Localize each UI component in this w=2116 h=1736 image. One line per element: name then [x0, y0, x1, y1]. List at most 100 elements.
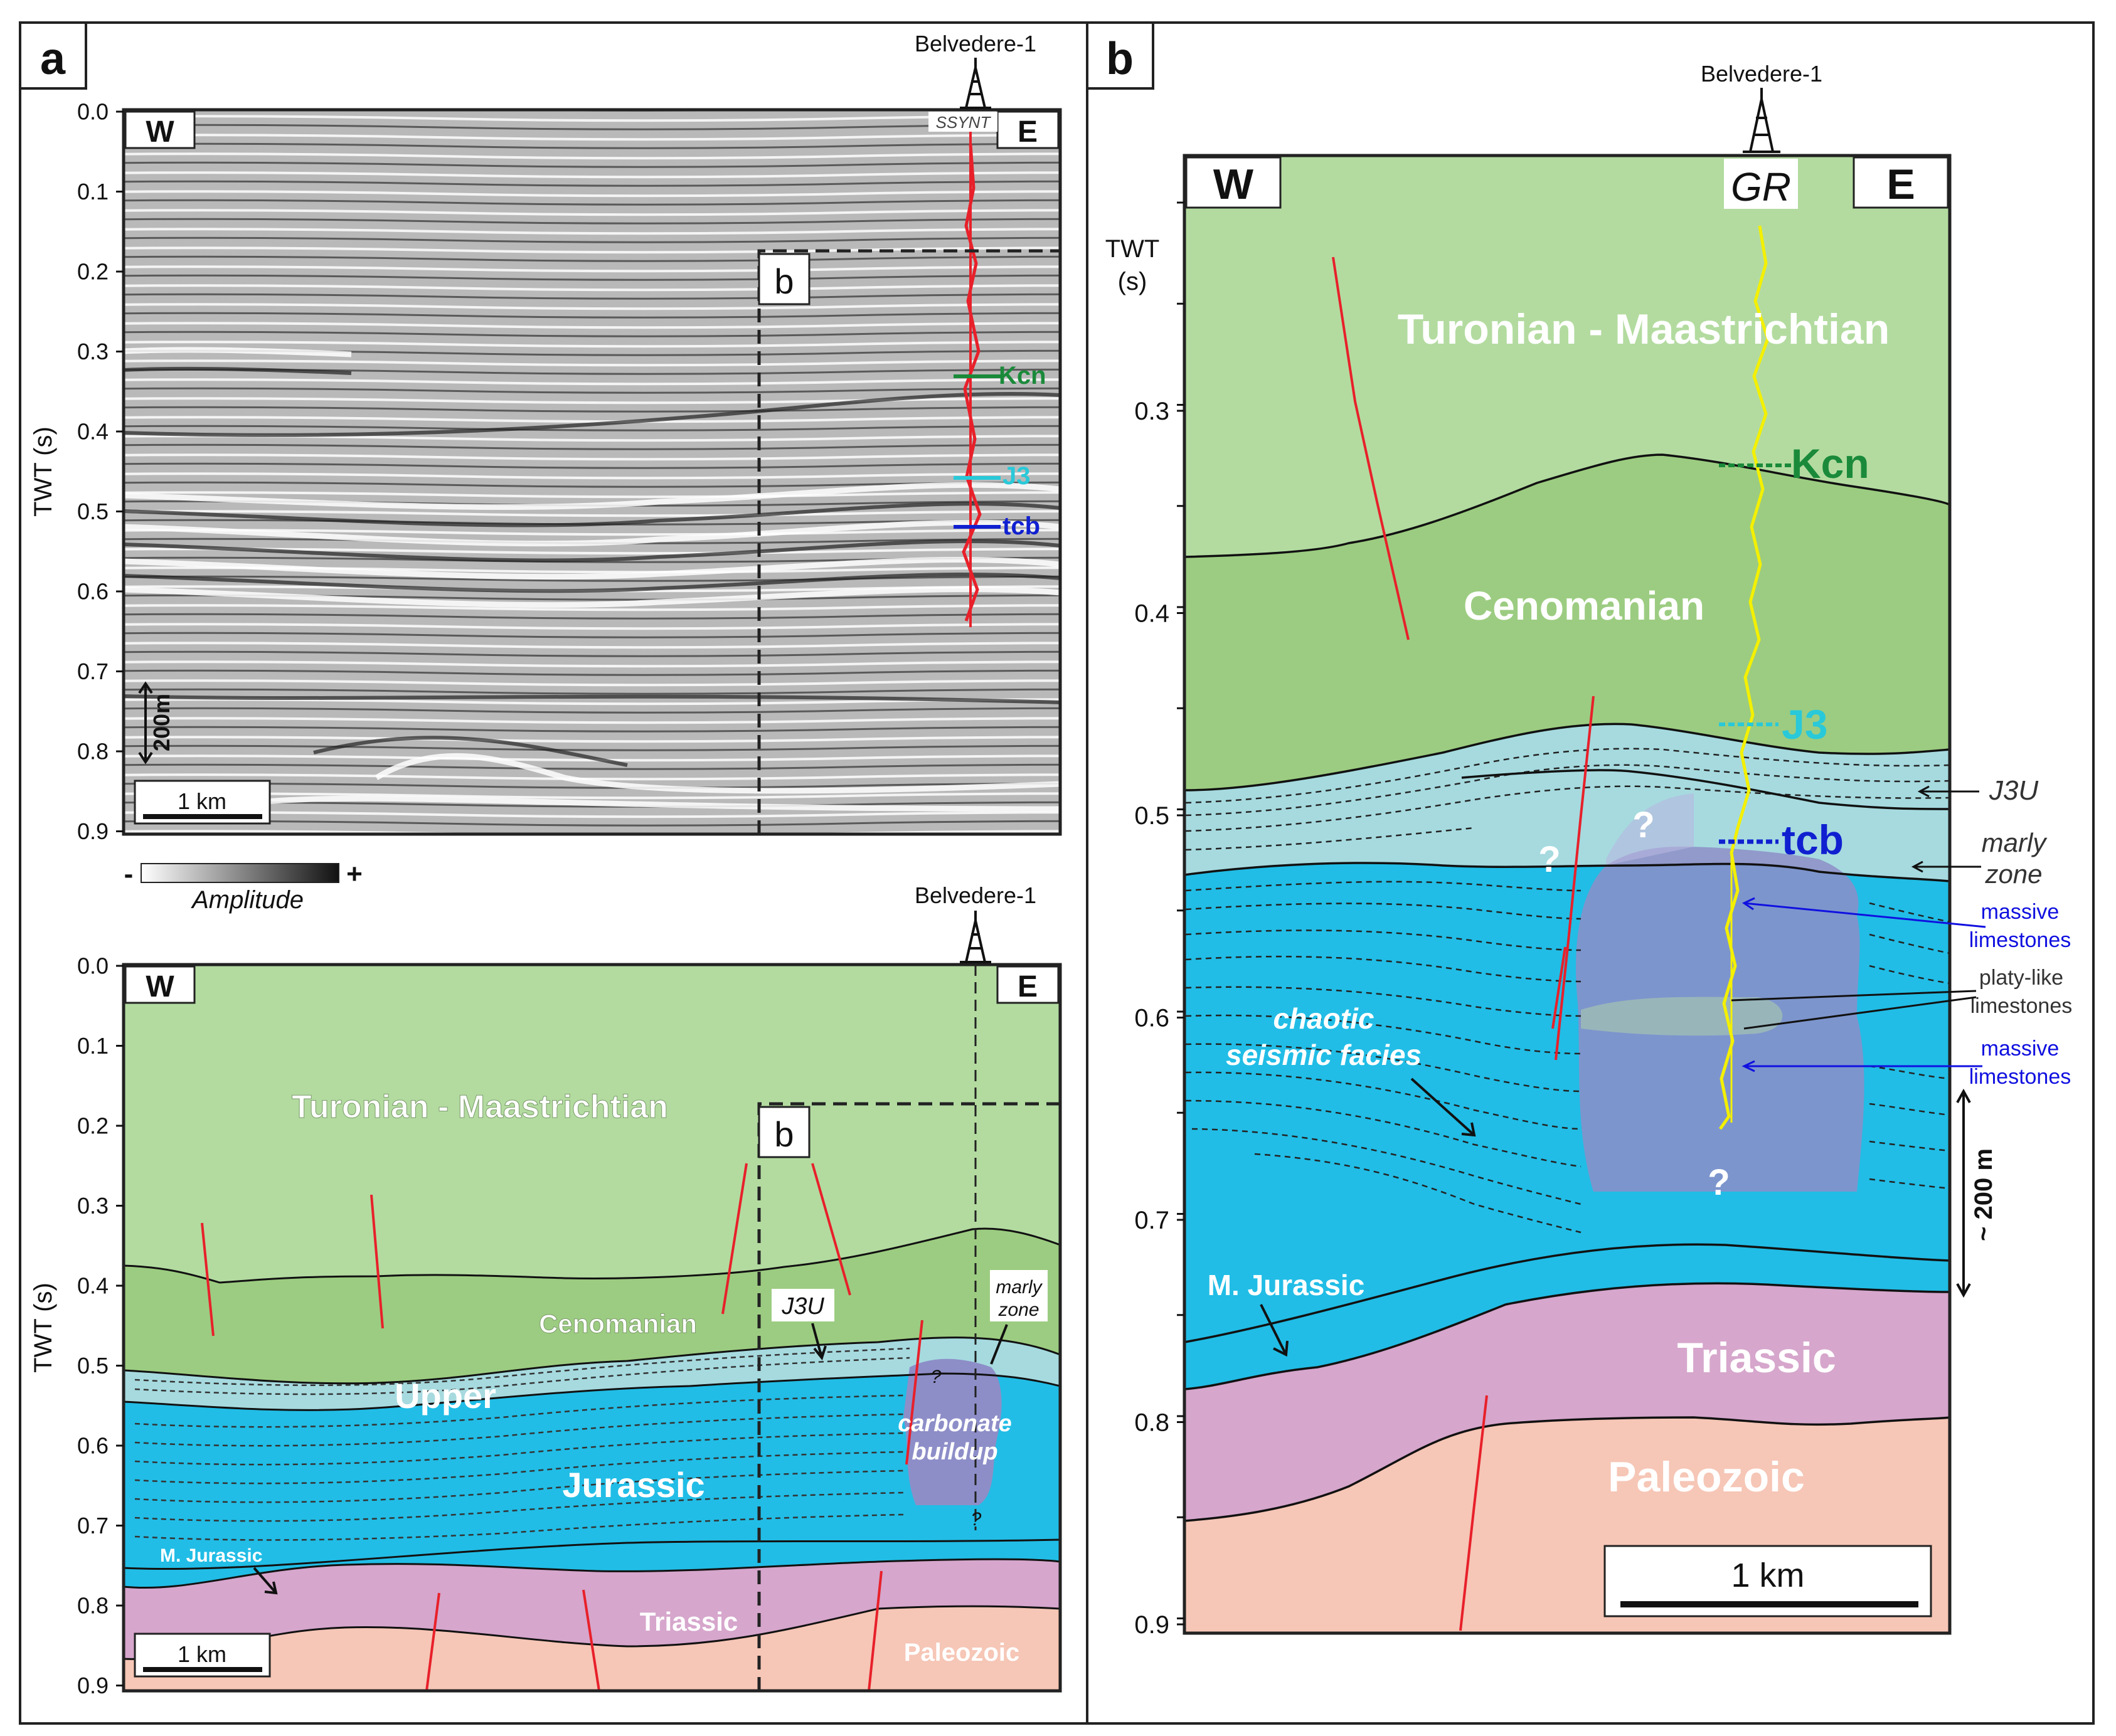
b-annot-marly-1: marly: [1982, 828, 2048, 857]
panel-b-log-box: [1724, 159, 1798, 209]
panel-a2-inset-label: b: [774, 1114, 794, 1154]
panel-a-west-box: [124, 110, 196, 149]
panel-a2-west: W: [146, 970, 174, 1003]
panel-a2-well-name: Belvedere-1: [915, 882, 1036, 908]
panel-b-log-name: GR: [1731, 164, 1791, 209]
panel-a2-tick-label: 0.1: [77, 1033, 109, 1059]
panel-a2-east: E: [1018, 970, 1038, 1003]
panel-a-tick-label: 0.1: [77, 179, 109, 204]
a2-unit-turonian: Turonian - Maastrichtian: [292, 1089, 668, 1125]
panel-b-tick-label: 0.3: [1134, 398, 1169, 425]
panel-b-tick-label: 0.5: [1134, 802, 1169, 830]
panel-b-axis-label-1: TWT: [1105, 235, 1160, 263]
panel-a2-scale-label: 1 km: [178, 1641, 226, 1667]
b-annot-massive-2a: massive: [1981, 1037, 2060, 1061]
a2-question-1: ?: [931, 1367, 942, 1387]
b-annot-massive-2b: limestones: [1969, 1065, 2071, 1089]
panel-b: b: [1086, 21, 2073, 1639]
panel-a-axis-label: TWT (s): [29, 426, 57, 517]
panel-b-scale-label: 1 km: [1731, 1557, 1804, 1594]
panel-a2-tick-label: 0.4: [77, 1273, 109, 1299]
panel-a-label: a: [40, 34, 66, 84]
interpretation-frame: [122, 963, 1062, 1693]
a2-unit-cenomanian: Cenomanian: [539, 1309, 697, 1338]
panel-a-horizon-tcb: tcb: [1002, 512, 1040, 540]
zoom-frame: [1183, 154, 1952, 1635]
panel-b-ticks: 0.3 0.4 0.5 0.6 0.7 0.8 0.9: [1134, 201, 1184, 1639]
panel-b-tick-label: 0.4: [1134, 600, 1169, 628]
panel-a-derrick-icon: [960, 58, 991, 109]
panel-a2-tick-label: 0.7: [77, 1513, 109, 1538]
a2-unit-upper: Upper: [395, 1376, 496, 1416]
panel-a-log-box: [928, 112, 997, 132]
panel-a-vertical-scale: 200m: [138, 681, 174, 765]
a2-unit-carbonate-2: buildup: [912, 1439, 997, 1465]
panel-a-tick-label: 0.3: [77, 339, 109, 364]
panel-a: a: [19, 21, 1062, 914]
panel-a-horizon-kcn: Kcn: [999, 362, 1046, 389]
panel-a-east: E: [1018, 115, 1038, 149]
a2-unit-marly-1: marly: [996, 1277, 1043, 1298]
panel-a-vertical-scale-label: 200m: [149, 694, 174, 751]
panel-a-ticks: 0.0 0.1 0.2 0.3 0.4 0.5 0.6 0.7 0.8 0.9: [77, 99, 124, 844]
b-annot-platy-1: platy-like: [1979, 966, 2063, 990]
a2-unit-jurassic: Jurassic: [562, 1465, 704, 1505]
a2-unit-m-jurassic: M. Jurassic: [160, 1545, 262, 1566]
panel-b-vertical-scale-label: ~ 200 m: [1970, 1148, 1997, 1241]
panel-b-east-box: [1853, 156, 1949, 209]
panel-b-label: b: [1106, 34, 1134, 84]
panel-a2-derrick-icon: [960, 911, 991, 963]
panel-a-inset-label: b: [774, 262, 794, 301]
b-annot-platy-2: limestones: [1970, 994, 2073, 1018]
panel-a2-tick-label: 0.6: [77, 1433, 109, 1459]
b-unit-chaotic-2: seismic facies: [1226, 1039, 1422, 1071]
b-annot-massive-1a: massive: [1981, 900, 2060, 924]
a2-j3u-box: [772, 1289, 834, 1321]
panel-a2-tick-label: 0.5: [77, 1353, 109, 1379]
panel-a-log-name: SSYNT: [936, 113, 992, 132]
amplitude-label: Amplitude: [191, 886, 304, 914]
interpretation-section: [124, 965, 1060, 1691]
panel-a-tick-label: 0.6: [77, 579, 109, 605]
panel-b-tick-label: 0.9: [1134, 1611, 1169, 1639]
panel-a-inset-box: [758, 253, 811, 305]
b-question-3: ?: [1708, 1162, 1730, 1203]
panel-b-derrick-icon: [1743, 88, 1780, 153]
panel-a-west: W: [146, 115, 174, 149]
panel-a2-west-box: [124, 965, 196, 1004]
panel-a-tick-label: 0.8: [77, 739, 109, 765]
panel-b-east: E: [1886, 161, 1915, 208]
panel-a2-tick-label: 0.0: [77, 953, 109, 979]
panel-a2-inset-box: [758, 1106, 811, 1158]
panel-b-west: W: [1213, 161, 1254, 208]
a2-unit-carbonate-1: carbonate: [898, 1410, 1012, 1437]
b-unit-paleozoic: Paleozoic: [1608, 1453, 1805, 1501]
amplitude-minus: -: [124, 859, 134, 889]
panel-a-tick-label: 0.5: [77, 499, 109, 524]
panel-b-well-name: Belvedere-1: [1701, 61, 1822, 87]
figure-frame: [19, 21, 2095, 1725]
a2-unit-triassic: Triassic: [640, 1607, 738, 1636]
panel-a-interpretation: W E Belvedere-1 b Turonian - Maastrichti…: [29, 882, 1062, 1698]
amplitude-colorbar: [141, 863, 339, 883]
panel-a-tick-label: 0.0: [77, 99, 109, 125]
a2-question-2: ?: [971, 1509, 982, 1530]
panel-a-tick-label: 0.7: [77, 659, 109, 684]
b-unit-m-jurassic: M. Jurassic: [1208, 1269, 1365, 1301]
panel-a-scale-label: 1 km: [178, 788, 226, 814]
panel-a2-tick-label: 0.8: [77, 1593, 109, 1619]
panel-a2-axis-label: TWT (s): [29, 1283, 57, 1373]
panel-a2-ticks: 0.0 0.1 0.2 0.3 0.4 0.5 0.6 0.7 0.8 0.9: [77, 953, 124, 1698]
b-annot-marly-2: zone: [1984, 859, 2042, 889]
b-unit-cenomanian: Cenomanian: [1464, 583, 1704, 628]
panel-a-east-box: [996, 110, 1060, 149]
panel-b-tick-label: 0.7: [1134, 1207, 1169, 1234]
b-annot-massive-1b: limestones: [1969, 928, 2071, 952]
panel-a-well-name: Belvedere-1: [915, 31, 1036, 56]
panel-b-label-box: [1086, 21, 1154, 90]
panel-b-horizon-tcb: tcb: [1782, 817, 1844, 863]
a2-unit-marly-2: zone: [997, 1299, 1039, 1320]
panel-a2-tick-label: 0.9: [77, 1673, 109, 1698]
a2-unit-j3u: J3U: [781, 1293, 824, 1320]
panel-a2-east-box: [996, 965, 1060, 1004]
